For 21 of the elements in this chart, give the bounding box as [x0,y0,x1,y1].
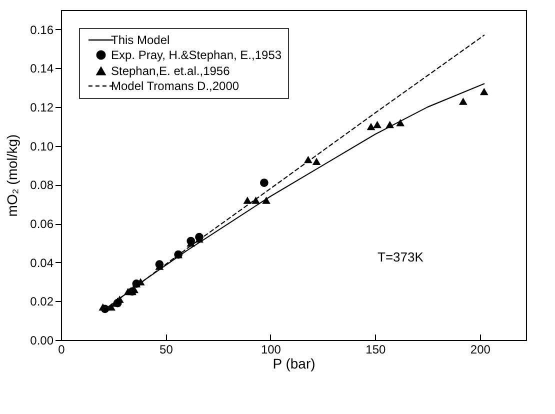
x-tick-label: 50 [160,342,174,356]
legend-label: This Model [111,33,170,47]
x-axis-title: P (bar) [272,356,316,372]
x-tick-label: 100 [260,342,282,356]
y-tick-label: 0.06 [30,217,54,232]
y-tick-label: 0.10 [30,139,54,154]
x-tick-label: 0 [58,342,66,356]
y-tick-label: 0.08 [30,178,54,192]
y-tick-label: 0.00 [30,334,54,348]
y-tick-label: 0.12 [30,100,54,115]
y-tick-label: 0.16 [30,22,54,37]
x-tick-label: 150 [366,342,386,356]
annotation: T=373K [377,250,424,264]
y-axis-title: mO₂ (mol/kg) [4,134,20,217]
x-tick-label: 200 [470,342,491,356]
legend-label: Exp. Pray, H.&Stephan, E.,1953 [111,48,282,62]
legend-label: Stephan,E. et.al.,1956 [111,64,230,78]
y-tick-label: 0.04 [30,256,54,270]
y-tick-label: 0.02 [30,294,54,309]
y-tick-label: 0.14 [30,62,54,76]
legend-label: Model Tromans D.,2000 [111,79,240,93]
